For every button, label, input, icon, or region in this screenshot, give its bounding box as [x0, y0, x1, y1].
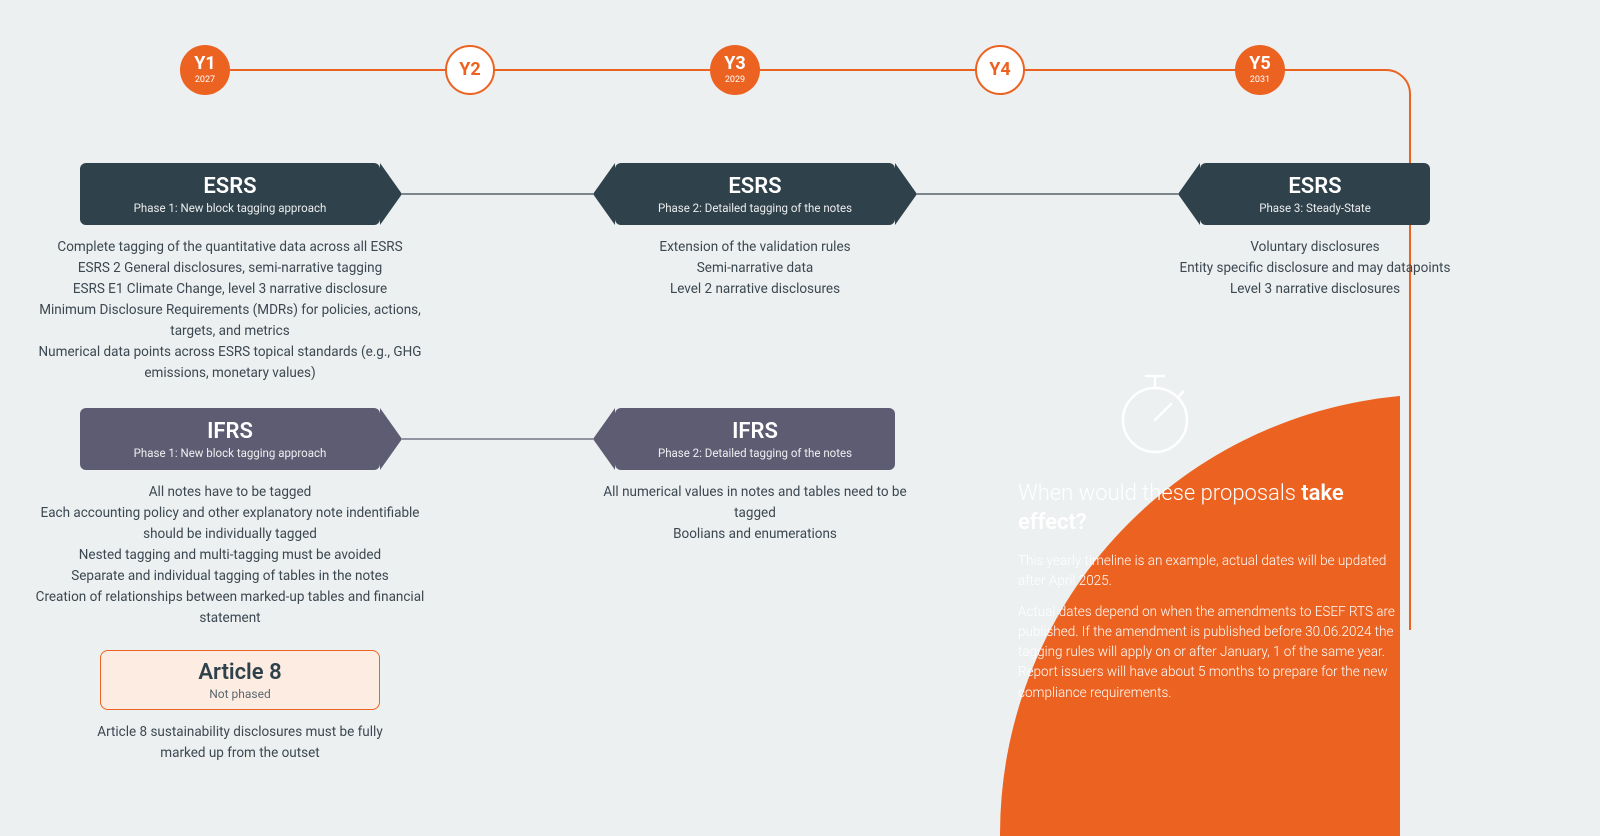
timeline-node-label: Y2	[459, 61, 480, 79]
callout-paragraph: Actual dates depend on when the amendmen…	[1018, 602, 1398, 703]
esrs-banner-title: ESRS	[1288, 174, 1341, 199]
timeline-node-label: Y1	[194, 55, 215, 73]
ifrs-banner-subtitle: Phase 2: Detailed tagging of the notes	[658, 446, 852, 460]
ifrs-bullets-2: All numerical values in notes and tables…	[585, 482, 925, 545]
callout-paragraph: This yearly timeline is an example, actu…	[1018, 551, 1398, 592]
timeline-node-year: 2029	[725, 76, 745, 85]
ifrs-banner-2: IFRS Phase 2: Detailed tagging of the not…	[615, 408, 895, 470]
esrs-bullets-3: Voluntary disclosuresEntity specific dis…	[1140, 237, 1490, 300]
ifrs-bullets-1: All notes have to be taggedEach accounti…	[34, 482, 426, 628]
timeline-node-y5: Y5 2031	[1235, 45, 1285, 95]
callout-heading: When would these proposals take effect?	[1018, 480, 1398, 537]
esrs-banner-title: ESRS	[728, 174, 781, 199]
esrs-bullet: Entity specific disclosure and may datap…	[1140, 258, 1490, 279]
timeline-node-label: Y3	[724, 55, 745, 73]
esrs-banner-subtitle: Phase 2: Detailed tagging of the notes	[658, 201, 852, 215]
esrs-bullet: Semi-narrative data	[585, 258, 925, 279]
timeline-node-y3: Y3 2029	[710, 45, 760, 95]
esrs-bullet: ESRS E1 Climate Change, level 3 narrativ…	[30, 279, 430, 300]
ifrs-banner-title: IFRS	[732, 419, 778, 444]
timeline-node-y4: Y4	[975, 45, 1025, 95]
ifrs-banner-title: IFRS	[207, 419, 253, 444]
article8-title: Article 8	[101, 660, 379, 685]
ifrs-bullet: Nested tagging and multi-tagging must be…	[34, 545, 426, 566]
esrs-banner-subtitle: Phase 3: Steady-State	[1259, 201, 1371, 215]
esrs-banner-1: ESRS Phase 1: New block tagging approach	[80, 163, 380, 225]
timeline-node-year: 2031	[1250, 76, 1270, 85]
timeline-node-y1: Y1 2027	[180, 45, 230, 95]
stopwatch-icon	[1123, 376, 1187, 452]
esrs-bullet: Level 3 narrative disclosures	[1140, 279, 1490, 300]
esrs-bullet: Extension of the validation rules	[585, 237, 925, 258]
esrs-bullets-2: Extension of the validation rulesSemi-na…	[585, 237, 925, 300]
esrs-bullet: Numerical data points across ESRS topica…	[30, 342, 430, 384]
ifrs-bullet: All notes have to be tagged	[34, 482, 426, 503]
timeline-node-y2: Y2	[445, 45, 495, 95]
esrs-banner-subtitle: Phase 1: New block tagging approach	[134, 201, 327, 215]
ifrs-banner-subtitle: Phase 1: New block tagging approach	[134, 446, 327, 460]
esrs-bullet: Voluntary disclosures	[1140, 237, 1490, 258]
callout-text: When would these proposals take effect? …	[1018, 480, 1398, 713]
ifrs-banner-1: IFRS Phase 1: New block tagging approach	[80, 408, 380, 470]
article8-bullets: Article 8 sustainability disclosures mus…	[80, 722, 400, 764]
esrs-banner-2: ESRS Phase 2: Detailed tagging of the not…	[615, 163, 895, 225]
article8-bullet: Article 8 sustainability disclosures mus…	[80, 722, 400, 764]
timeline-node-label: Y4	[989, 61, 1010, 79]
timeline-node-label: Y5	[1249, 55, 1270, 73]
esrs-bullet: Minimum Disclosure Requirements (MDRs) f…	[30, 300, 430, 342]
ifrs-bullet: All numerical values in notes and tables…	[585, 482, 925, 524]
ifrs-bullet: Separate and individual tagging of table…	[34, 566, 426, 587]
esrs-banner-3: ESRS Phase 3: Steady-State	[1200, 163, 1430, 225]
ifrs-bullet: Each accounting policy and other explana…	[34, 503, 426, 545]
esrs-bullet: Level 2 narrative disclosures	[585, 279, 925, 300]
esrs-bullet: Complete tagging of the quantitative dat…	[30, 237, 430, 258]
esrs-bullet: ESRS 2 General disclosures, semi-narrati…	[30, 258, 430, 279]
timeline-node-year: 2027	[195, 76, 215, 85]
article8-subtitle: Not phased	[101, 687, 379, 701]
esrs-bullets-1: Complete tagging of the quantitative dat…	[30, 237, 430, 383]
esrs-banner-title: ESRS	[203, 174, 256, 199]
ifrs-bullet: Boolians and enumerations	[585, 524, 925, 545]
ifrs-bullet: Creation of relationships between marked…	[34, 587, 426, 629]
article8-card: Article 8 Not phased	[100, 650, 380, 710]
